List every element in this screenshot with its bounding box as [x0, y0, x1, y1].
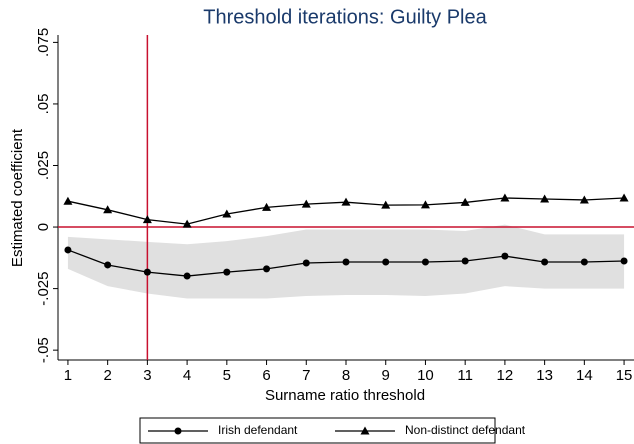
x-tick-label: 15 — [616, 367, 633, 384]
marker-circle — [421, 258, 429, 266]
x-tick-label: 5 — [223, 367, 231, 384]
x-tick-label: 7 — [302, 367, 310, 384]
marker-circle — [174, 427, 182, 435]
x-tick-label: 1 — [64, 367, 72, 384]
x-tick-label: 10 — [417, 367, 434, 384]
x-tick-label: 4 — [183, 367, 191, 384]
legend-label: Irish defendant — [218, 423, 298, 437]
marker-circle — [302, 259, 310, 267]
x-tick-label: 9 — [382, 367, 390, 384]
x-tick-label: 11 — [457, 367, 473, 384]
marker-triangle — [262, 202, 272, 211]
y-tick-label: 0 — [35, 223, 52, 231]
x-tick-label: 6 — [262, 367, 270, 384]
marker-triangle — [182, 219, 192, 228]
y-axis-label: Estimated coefficient — [9, 128, 26, 267]
marker-circle — [580, 258, 588, 266]
marker-circle — [143, 268, 151, 276]
marker-triangle — [381, 200, 391, 209]
y-tick-label: .025 — [35, 151, 52, 180]
marker-circle — [541, 258, 549, 266]
y-tick-label: .05 — [35, 94, 52, 115]
marker-circle — [461, 257, 469, 265]
marker-triangle — [420, 200, 430, 209]
marker-triangle — [360, 426, 370, 435]
marker-triangle — [142, 215, 152, 224]
marker-circle — [64, 246, 72, 254]
marker-triangle — [619, 193, 629, 202]
marker-circle — [223, 268, 231, 276]
y-tick-label: .075 — [35, 28, 52, 57]
legend-label: Non-distinct defendant — [405, 423, 526, 437]
marker-circle — [620, 257, 628, 265]
marker-triangle — [460, 197, 470, 206]
marker-triangle — [540, 194, 550, 203]
x-tick-label: 13 — [536, 367, 553, 384]
marker-triangle — [63, 196, 73, 205]
marker-circle — [183, 272, 191, 280]
marker-triangle — [500, 193, 510, 202]
marker-triangle — [341, 197, 351, 206]
x-tick-label: 3 — [143, 367, 151, 384]
marker-triangle — [222, 209, 232, 218]
x-tick-label: 8 — [342, 367, 350, 384]
marker-circle — [382, 258, 390, 266]
marker-circle — [342, 258, 350, 266]
marker-circle — [104, 261, 112, 269]
x-tick-label: 14 — [576, 367, 593, 384]
marker-circle — [263, 265, 271, 273]
y-tick-label: -.025 — [35, 271, 52, 305]
x-tick-label: 2 — [103, 367, 111, 384]
marker-triangle — [103, 205, 113, 214]
x-tick-label: 12 — [497, 367, 514, 384]
chart-title: Threshold iterations: Guilty Plea — [203, 6, 487, 28]
marker-triangle — [301, 199, 311, 208]
x-axis-label: Surname ratio threshold — [265, 387, 425, 404]
y-tick-label: -.05 — [35, 337, 52, 363]
marker-circle — [501, 252, 509, 260]
marker-triangle — [579, 195, 589, 204]
